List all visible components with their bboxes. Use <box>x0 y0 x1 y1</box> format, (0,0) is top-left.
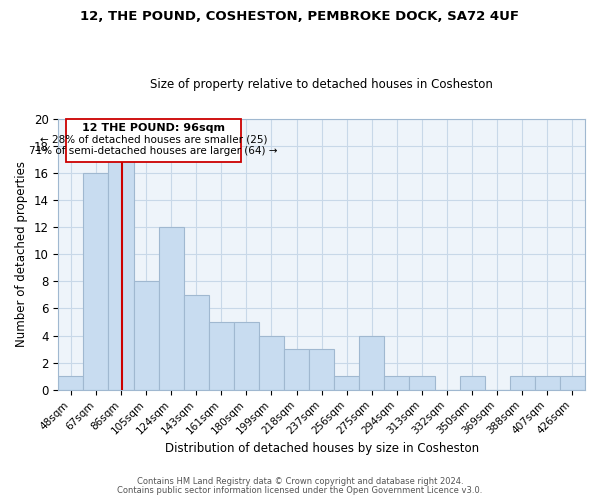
Bar <box>359 336 385 390</box>
Bar <box>83 173 109 390</box>
Text: Contains HM Land Registry data © Crown copyright and database right 2024.: Contains HM Land Registry data © Crown c… <box>137 477 463 486</box>
Bar <box>259 336 284 390</box>
Bar <box>334 376 359 390</box>
Bar <box>560 376 585 390</box>
Bar <box>158 227 184 390</box>
Text: Contains public sector information licensed under the Open Government Licence v3: Contains public sector information licen… <box>118 486 482 495</box>
Bar <box>510 376 535 390</box>
Bar <box>234 322 259 390</box>
Bar <box>535 376 560 390</box>
Bar <box>209 322 234 390</box>
Text: ← 28% of detached houses are smaller (25): ← 28% of detached houses are smaller (25… <box>40 134 268 144</box>
Title: Size of property relative to detached houses in Cosheston: Size of property relative to detached ho… <box>150 78 493 91</box>
Y-axis label: Number of detached properties: Number of detached properties <box>15 161 28 347</box>
Text: 71% of semi-detached houses are larger (64) →: 71% of semi-detached houses are larger (… <box>29 146 278 156</box>
FancyBboxPatch shape <box>66 118 241 162</box>
Text: 12 THE POUND: 96sqm: 12 THE POUND: 96sqm <box>82 122 225 132</box>
Bar <box>134 282 158 390</box>
Bar <box>385 376 409 390</box>
Bar <box>309 349 334 390</box>
Bar <box>184 295 209 390</box>
Text: 12, THE POUND, COSHESTON, PEMBROKE DOCK, SA72 4UF: 12, THE POUND, COSHESTON, PEMBROKE DOCK,… <box>80 10 520 23</box>
Bar <box>109 160 134 390</box>
Bar <box>460 376 485 390</box>
Bar <box>58 376 83 390</box>
X-axis label: Distribution of detached houses by size in Cosheston: Distribution of detached houses by size … <box>164 442 479 455</box>
Bar <box>409 376 434 390</box>
Bar <box>284 349 309 390</box>
